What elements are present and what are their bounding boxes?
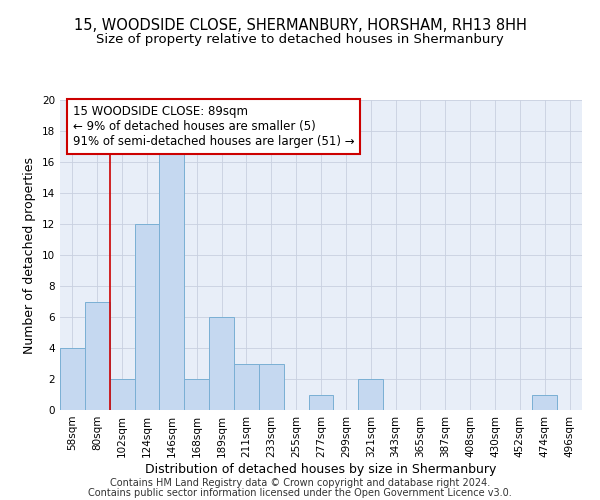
- Bar: [160, 146, 184, 410]
- Y-axis label: Number of detached properties: Number of detached properties: [23, 156, 37, 354]
- Bar: [308, 394, 334, 410]
- Bar: [532, 394, 557, 410]
- Text: 15 WOODSIDE CLOSE: 89sqm
← 9% of detached houses are smaller (5)
91% of semi-det: 15 WOODSIDE CLOSE: 89sqm ← 9% of detache…: [73, 104, 355, 148]
- Bar: [234, 364, 259, 410]
- Bar: [209, 317, 234, 410]
- Bar: [184, 379, 209, 410]
- Text: 15, WOODSIDE CLOSE, SHERMANBURY, HORSHAM, RH13 8HH: 15, WOODSIDE CLOSE, SHERMANBURY, HORSHAM…: [74, 18, 526, 32]
- Bar: [358, 379, 383, 410]
- Bar: [134, 224, 160, 410]
- Bar: [60, 348, 85, 410]
- Bar: [85, 302, 110, 410]
- Text: Contains HM Land Registry data © Crown copyright and database right 2024.: Contains HM Land Registry data © Crown c…: [110, 478, 490, 488]
- Text: Contains public sector information licensed under the Open Government Licence v3: Contains public sector information licen…: [88, 488, 512, 498]
- Text: Size of property relative to detached houses in Shermanbury: Size of property relative to detached ho…: [96, 32, 504, 46]
- Bar: [110, 379, 134, 410]
- Bar: [259, 364, 284, 410]
- X-axis label: Distribution of detached houses by size in Shermanbury: Distribution of detached houses by size …: [145, 462, 497, 475]
